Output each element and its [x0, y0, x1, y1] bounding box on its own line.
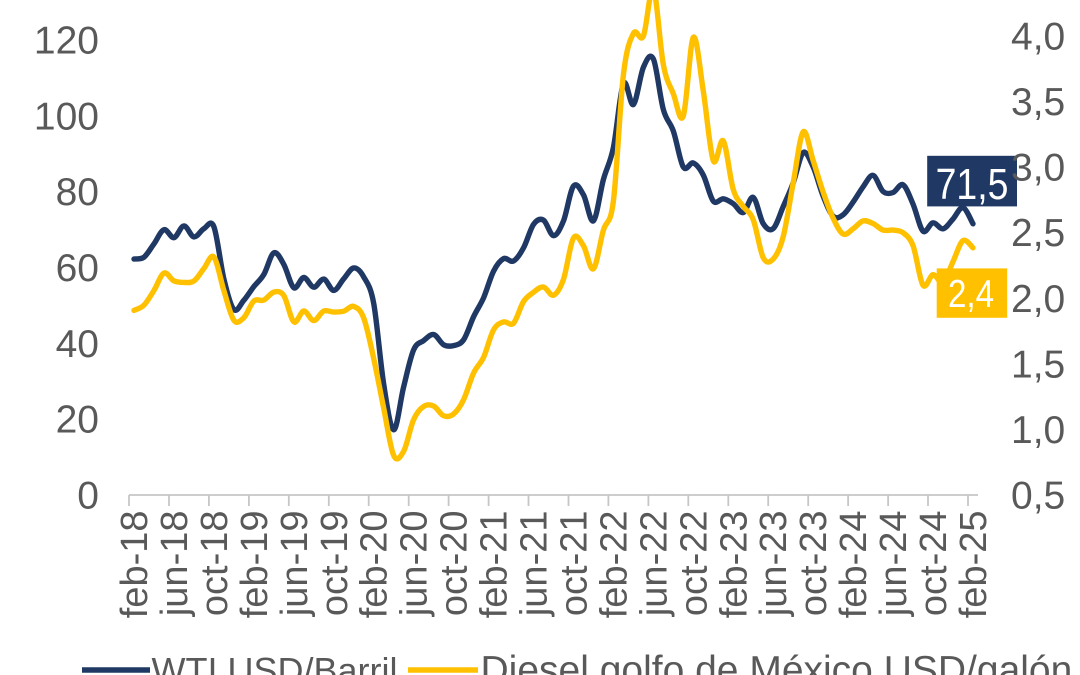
svg-text:WTI USD/Barril: WTI USD/Barril [152, 650, 398, 675]
svg-text:jun-19: jun-19 [274, 511, 316, 618]
svg-text:100: 100 [34, 95, 99, 138]
svg-text:40: 40 [56, 323, 99, 366]
svg-text:2,4: 2,4 [948, 271, 994, 315]
svg-text:3,5: 3,5 [1011, 81, 1065, 124]
svg-text:feb-18: feb-18 [114, 511, 156, 619]
svg-text:2,0: 2,0 [1011, 278, 1065, 321]
svg-text:jun-21: jun-21 [514, 511, 556, 618]
svg-text:jun-23: jun-23 [753, 511, 795, 618]
svg-text:feb-23: feb-23 [713, 511, 755, 619]
svg-text:1,5: 1,5 [1011, 343, 1065, 386]
svg-text:60: 60 [56, 247, 99, 290]
svg-text:oct-20: oct-20 [434, 511, 476, 617]
svg-text:jun-20: jun-20 [394, 511, 436, 618]
svg-text:feb-25: feb-25 [953, 511, 995, 619]
svg-text:80: 80 [56, 171, 99, 214]
svg-text:jun-22: jun-22 [633, 511, 675, 618]
svg-text:0: 0 [77, 475, 99, 518]
svg-text:4,0: 4,0 [1011, 16, 1065, 59]
svg-text:71,5: 71,5 [936, 159, 1009, 209]
svg-text:Diesel golfo de México USD/gal: Diesel golfo de México USD/galón [481, 649, 1073, 675]
svg-text:120: 120 [34, 20, 99, 63]
svg-text:feb-22: feb-22 [593, 511, 635, 619]
svg-text:20: 20 [56, 399, 99, 442]
svg-text:feb-20: feb-20 [354, 511, 396, 619]
svg-text:oct-23: oct-23 [793, 511, 835, 617]
svg-text:jun-18: jun-18 [154, 511, 196, 618]
svg-text:oct-19: oct-19 [314, 511, 356, 617]
svg-text:oct-18: oct-18 [194, 511, 236, 617]
svg-text:0,5: 0,5 [1011, 475, 1065, 518]
svg-text:oct-22: oct-22 [673, 511, 715, 617]
svg-text:feb-21: feb-21 [474, 511, 516, 619]
svg-text:jun-24: jun-24 [873, 511, 915, 618]
svg-text:3,0: 3,0 [1011, 147, 1065, 190]
svg-text:feb-19: feb-19 [234, 511, 276, 619]
svg-text:2,5: 2,5 [1011, 212, 1065, 255]
svg-text:oct-24: oct-24 [913, 511, 955, 617]
svg-text:oct-21: oct-21 [554, 511, 596, 617]
svg-text:feb-24: feb-24 [833, 511, 875, 619]
svg-text:1,0: 1,0 [1011, 409, 1065, 452]
